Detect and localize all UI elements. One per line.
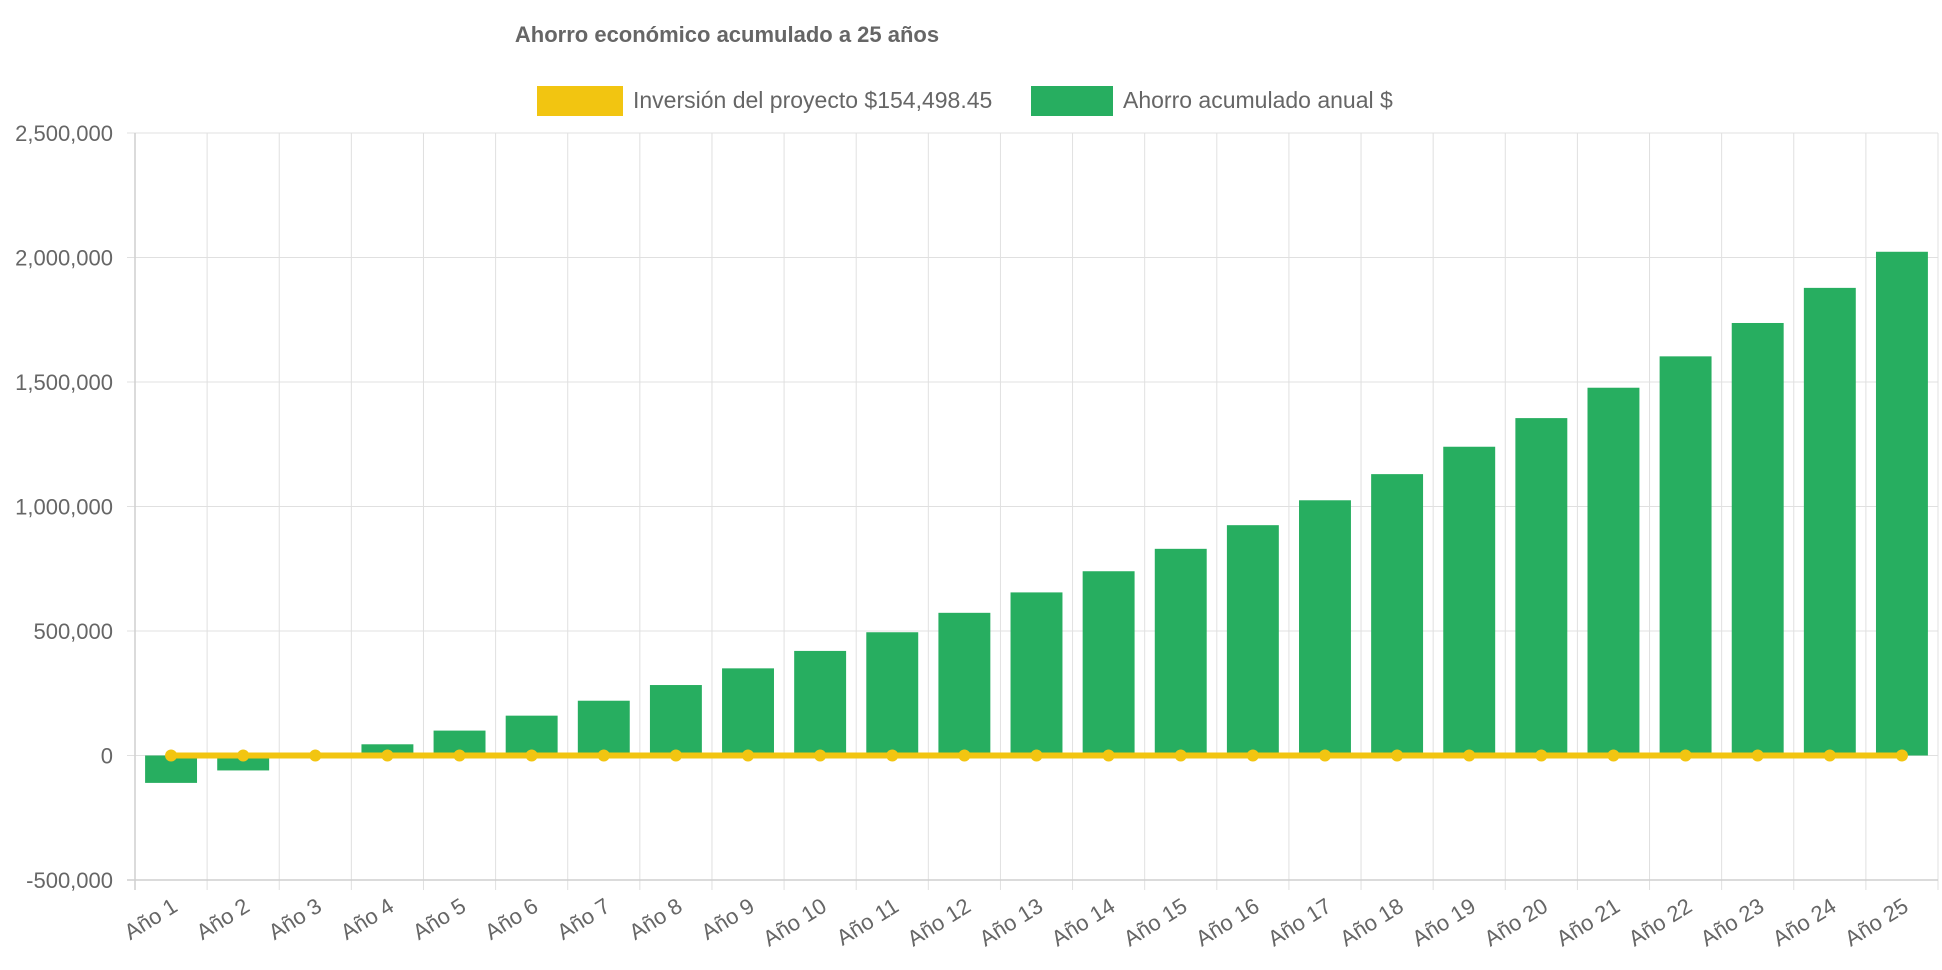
bar-ahorro-13[interactable] [1010, 592, 1063, 756]
bar-ahorro-15[interactable] [1154, 548, 1207, 756]
point-inversion-14[interactable] [1102, 749, 1115, 762]
x-tick-label: Año 18 [1335, 893, 1407, 951]
bar-ahorro-10[interactable] [794, 650, 847, 756]
bar-ahorro-7[interactable] [577, 700, 630, 756]
x-tick-label: Año 1 [120, 893, 182, 945]
y-axis-ticks: -500,000 0 500,000 1,000,000 1,500,000 2,000,… [15, 121, 113, 893]
x-tick-label: Año 8 [625, 893, 687, 945]
x-tick-label: Año 22 [1624, 893, 1696, 951]
bar-ahorro-2[interactable] [217, 755, 270, 771]
x-tick-label: Año 6 [480, 893, 542, 945]
x-tick-label: Año 14 [1047, 893, 1119, 951]
x-tick-label: Año 2 [192, 893, 254, 945]
bar-ahorro-11[interactable] [866, 632, 919, 756]
x-tick-label: Año 7 [552, 893, 614, 945]
x-tick-label: Año 13 [975, 893, 1047, 951]
point-inversion-2[interactable] [237, 749, 250, 762]
x-tick-label: Año 23 [1696, 893, 1768, 951]
bar-ahorro-17[interactable] [1299, 500, 1351, 756]
legend-swatch-investment[interactable] [537, 86, 623, 116]
y-tick-label: 500,000 [33, 619, 113, 644]
point-inversion-5[interactable] [453, 749, 466, 762]
bar-ahorro-16[interactable] [1226, 525, 1279, 756]
point-inversion-9[interactable] [742, 749, 755, 762]
x-tick-label: Año 11 [832, 893, 903, 950]
bar-ahorro-6[interactable] [505, 715, 558, 756]
bar-series [145, 251, 1928, 783]
chart-title: Ahorro económico acumulado a 25 años [515, 22, 939, 47]
grid [127, 132, 1939, 890]
x-tick-label: Año 19 [1407, 893, 1479, 951]
point-inversion-10[interactable] [814, 749, 827, 762]
x-tick-label: Año 20 [1480, 893, 1552, 951]
y-tick-label: -500,000 [26, 868, 113, 893]
point-inversion-18[interactable] [1391, 749, 1404, 762]
point-inversion-3[interactable] [309, 749, 322, 762]
point-inversion-13[interactable] [1030, 749, 1043, 762]
legend-label-investment[interactable]: Inversión del proyecto $154,498.45 [633, 87, 992, 113]
point-inversion-19[interactable] [1463, 749, 1476, 762]
y-tick-label: 2,500,000 [15, 121, 113, 146]
point-inversion-4[interactable] [381, 749, 394, 762]
y-tick-label: 1,000,000 [15, 495, 113, 520]
bar-ahorro-25[interactable] [1875, 251, 1928, 756]
point-inversion-1[interactable] [165, 749, 178, 762]
line-series [165, 749, 1908, 762]
x-axis-ticks: Año 1 Año 2 Año 3 Año 4 Año 5 Año 6 Año 7 Año 8… [120, 893, 1913, 951]
x-tick-label: Año 16 [1191, 893, 1263, 951]
x-tick-label: Año 15 [1119, 893, 1191, 951]
bar-ahorro-14[interactable] [1082, 571, 1135, 756]
x-tick-label: Año 10 [758, 893, 830, 951]
y-tick-label: 1,500,000 [15, 370, 113, 395]
x-tick-label: Año 24 [1768, 893, 1840, 951]
bar-ahorro-24[interactable] [1803, 287, 1856, 756]
y-tick-label: 2,000,000 [15, 246, 113, 271]
bar-ahorro-8[interactable] [649, 685, 702, 756]
x-tick-label: Año 25 [1840, 893, 1912, 951]
x-tick-label: Año 17 [1263, 893, 1335, 951]
bar-ahorro-22[interactable] [1659, 356, 1712, 756]
point-inversion-11[interactable] [886, 749, 899, 762]
point-inversion-17[interactable] [1318, 749, 1331, 762]
bar-ahorro-12[interactable] [938, 612, 991, 756]
point-inversion-6[interactable] [525, 749, 538, 762]
point-inversion-12[interactable] [958, 749, 971, 762]
legend: Inversión del proyecto $154,498.45 Ahorr… [537, 86, 1393, 116]
x-tick-label: Año 9 [697, 893, 759, 945]
bar-ahorro-18[interactable] [1371, 474, 1424, 756]
point-inversion-15[interactable] [1174, 749, 1187, 762]
bar-ahorro-21[interactable] [1587, 387, 1640, 756]
x-tick-label: Año 5 [408, 893, 470, 945]
x-tick-label: Año 3 [264, 893, 326, 945]
bar-ahorro-23[interactable] [1731, 322, 1784, 756]
x-tick-label: Año 4 [336, 893, 398, 945]
x-tick-label: Año 12 [903, 893, 975, 951]
bar-ahorro-9[interactable] [722, 668, 774, 756]
bar-ahorro-19[interactable] [1443, 446, 1496, 756]
x-tick-label: Año 21 [1552, 893, 1624, 951]
point-inversion-24[interactable] [1823, 749, 1836, 762]
point-inversion-16[interactable] [1246, 749, 1259, 762]
point-inversion-20[interactable] [1535, 749, 1548, 762]
legend-label-savings[interactable]: Ahorro acumulado anual $ [1123, 87, 1393, 113]
point-inversion-23[interactable] [1751, 749, 1764, 762]
legend-swatch-savings[interactable] [1031, 86, 1113, 116]
point-inversion-7[interactable] [597, 749, 610, 762]
point-inversion-22[interactable] [1679, 749, 1692, 762]
bar-ahorro-20[interactable] [1515, 418, 1568, 756]
point-inversion-8[interactable] [669, 749, 682, 762]
point-inversion-21[interactable] [1607, 749, 1620, 762]
point-inversion-25[interactable] [1895, 749, 1908, 762]
y-tick-label: 0 [101, 744, 113, 769]
